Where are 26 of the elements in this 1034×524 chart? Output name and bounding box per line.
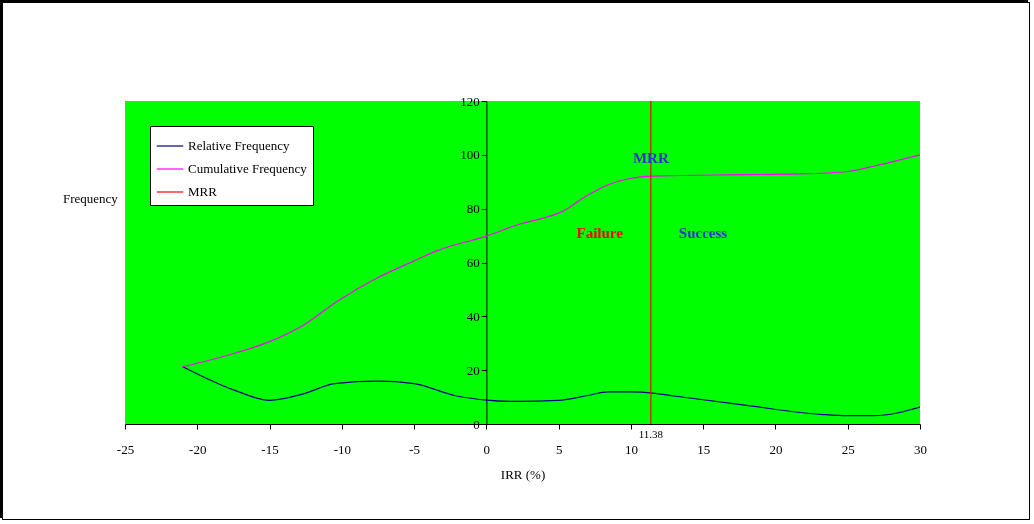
legend-label: Cumulative Frequency bbox=[188, 161, 308, 176]
legend-label: MRR bbox=[188, 184, 218, 199]
y-tick-label: 40 bbox=[466, 308, 480, 324]
annotation: 11.38 bbox=[638, 428, 664, 440]
y-tick-label: 60 bbox=[466, 255, 480, 270]
x-tick-label: -20 bbox=[189, 441, 207, 457]
x-tick-label: -5 bbox=[409, 441, 421, 457]
y-tick-label: 20 bbox=[466, 362, 480, 378]
x-axis-title: IRR (%) bbox=[500, 466, 546, 482]
x-tick-label: 10 bbox=[624, 441, 638, 457]
y-axis-title: Frequency bbox=[63, 191, 119, 206]
x-tick-label: -25 bbox=[116, 441, 135, 457]
x-tick-label: 15 bbox=[697, 441, 711, 457]
legend-label: Relative Frequency bbox=[188, 138, 290, 153]
x-tick-label: 25 bbox=[841, 441, 855, 457]
x-tick-label: -15 bbox=[261, 441, 279, 457]
annotation: Failure bbox=[576, 225, 624, 242]
x-tick-label: 20 bbox=[769, 441, 783, 457]
y-tick-label: 80 bbox=[466, 201, 480, 217]
x-tick-label: -10 bbox=[333, 441, 351, 457]
x-tick-label: 5 bbox=[555, 441, 563, 457]
x-tick-label: 0 bbox=[483, 441, 491, 457]
x-tick-label: 30 bbox=[914, 441, 927, 457]
line-series bbox=[182, 366, 920, 417]
annotation: Success bbox=[678, 225, 728, 242]
y-tick-label: 100 bbox=[460, 147, 480, 163]
